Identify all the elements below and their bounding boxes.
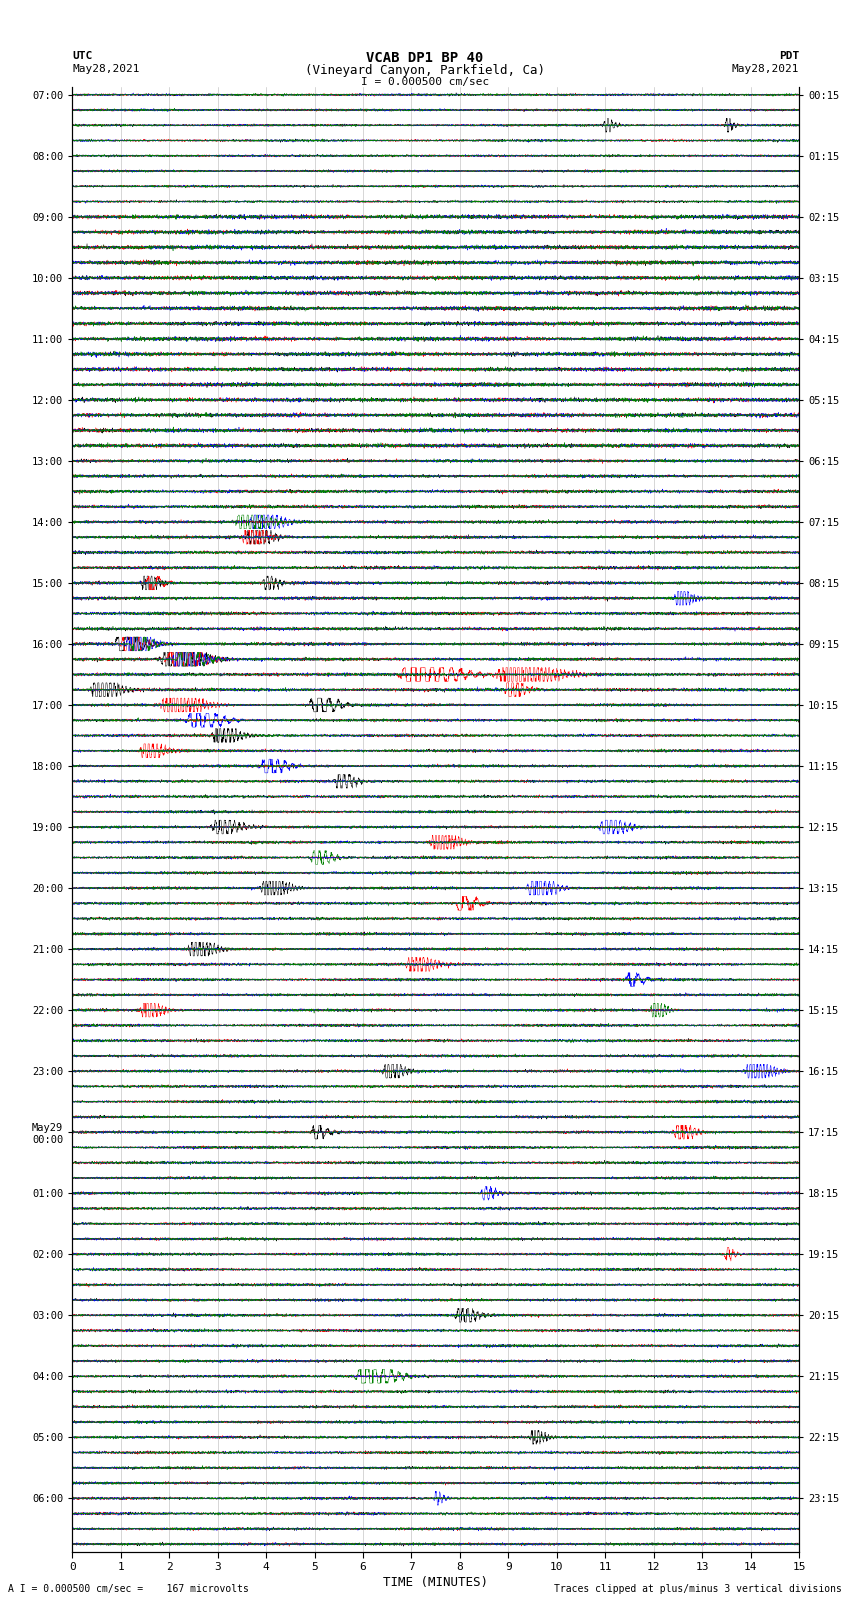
Text: May28,2021: May28,2021 [732,65,799,74]
Text: (Vineyard Canyon, Parkfield, Ca): (Vineyard Canyon, Parkfield, Ca) [305,65,545,77]
X-axis label: TIME (MINUTES): TIME (MINUTES) [383,1576,488,1589]
Text: UTC: UTC [72,50,93,61]
Text: A I = 0.000500 cm/sec =    167 microvolts: A I = 0.000500 cm/sec = 167 microvolts [8,1584,249,1594]
Text: PDT: PDT [779,50,799,61]
Text: VCAB DP1 BP 40: VCAB DP1 BP 40 [366,50,484,65]
Text: May28,2021: May28,2021 [72,65,139,74]
Text: Traces clipped at plus/minus 3 vertical divisions: Traces clipped at plus/minus 3 vertical … [553,1584,842,1594]
Text: I = 0.000500 cm/sec: I = 0.000500 cm/sec [361,77,489,87]
